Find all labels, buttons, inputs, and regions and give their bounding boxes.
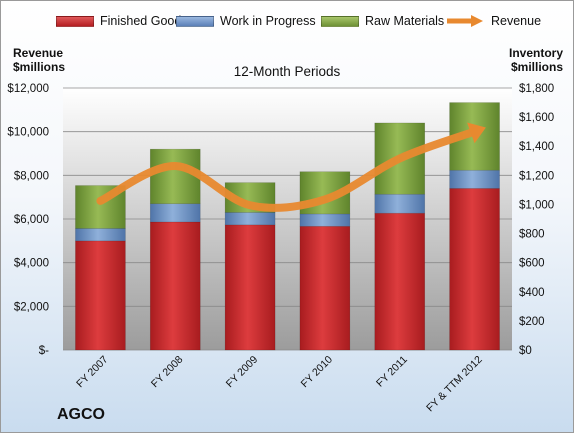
legend-label-work-in-progress: Work in Progress [220,14,316,28]
bar-work-in-progress [449,169,500,189]
x-tick-label: FY 2007 [74,354,111,391]
legend-swatch-finished-goods [56,15,94,27]
revenue-line [96,122,486,212]
legend-item-revenue: Revenue [445,11,541,31]
left-tick-label: $6,000 [14,214,49,226]
revenue-arrowhead [467,122,486,144]
x-tick-label: FY 2011 [374,354,410,390]
right-tick-label: $1,800 [519,83,554,95]
right-axis-caption-line2: $millions [510,60,563,74]
right-tick-label: $0 [519,345,532,357]
bar-work-in-progress [299,213,351,227]
right-axis-caption-line1: Inventory [508,46,563,60]
bar-work-in-progress [75,228,126,242]
x-tick-label: FY 2009 [224,354,261,391]
bar-finished-goods [149,221,201,351]
revenue-line-path [96,127,479,212]
company-name: AGCO [57,406,105,423]
legend-arrow-revenue-icon [447,15,483,27]
right-tick-label: $1,000 [519,199,554,211]
legend-swatch-work-in-progress [176,15,214,27]
left-tick-label: $10,000 [7,127,49,139]
left-tick-label: $- [39,345,49,357]
bar-finished-goods [299,225,351,351]
right-axis-ticks: $0 $200 $400 $600 $800 $1,000 $1,200 $1,400 $1,6… [519,83,554,357]
legend-item-work-in-progress: Work in Progress [176,11,316,31]
gridlines [63,87,512,351]
bar-finished-goods [224,224,276,351]
bar-finished-goods [75,240,126,351]
bar-work-in-progress [224,212,276,226]
left-axis-caption-line1: Revenue [13,46,64,60]
right-tick-label: $1,400 [519,141,554,153]
legend-label-raw-materials: Raw Materials [365,14,445,28]
left-axis-caption: Revenue $millions [13,46,65,74]
x-tick-label: FY 2008 [149,354,186,391]
legend-swatch-raw-materials [321,15,359,27]
left-tick-label: $2,000 [14,301,49,313]
chart-subtitle: 12-Month Periods [233,64,341,79]
bar-work-in-progress [374,193,426,214]
bar-work-in-progress [149,203,201,223]
bar-raw-materials [149,148,201,205]
x-tick-label: FY 2010 [299,354,336,391]
right-tick-label: $200 [519,316,545,328]
legend-item-finished-goods: Finished Goods [56,11,188,31]
left-tick-label: $8,000 [14,170,49,182]
right-tick-label: $1,600 [519,112,554,124]
left-tick-label: $4,000 [14,258,49,270]
right-tick-label: $800 [519,229,545,241]
left-axis-ticks: $- $2,000 $4,000 $6,000 $8,000 $10,000 $12,000 [7,83,49,357]
right-tick-label: $400 [519,287,545,299]
legend-item-raw-materials: Raw Materials [321,11,444,31]
x-axis-ticks: FY 2007 FY 2008 FY 2009 FY 2010 FY 2011 FY & … [74,354,485,415]
right-tick-label: $1,200 [519,170,554,182]
x-tick-label: FY & TTM 2012 [424,354,485,415]
legend: Finished Goods Work in Progress Raw Mate… [1,11,573,31]
left-tick-label: $12,000 [7,83,49,95]
right-axis-caption: Inventory $millions [509,46,563,74]
right-tick-label: $600 [519,258,545,270]
bar-finished-goods [449,188,500,351]
left-axis-caption-line2: $millions [13,60,66,74]
legend-label-revenue: Revenue [491,14,542,28]
bar-finished-goods [374,212,426,351]
legend-label-finished-goods: Finished Goods [100,14,188,28]
bars [75,102,500,351]
